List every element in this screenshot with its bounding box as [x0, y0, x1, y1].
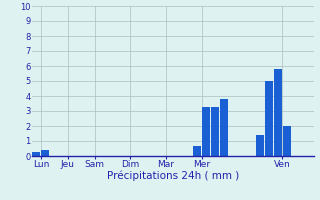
Bar — [220, 99, 228, 156]
Bar — [256, 135, 264, 156]
Bar — [32, 152, 41, 156]
Bar — [265, 81, 273, 156]
Bar — [274, 69, 282, 156]
Bar — [283, 126, 291, 156]
Bar — [41, 150, 49, 156]
X-axis label: Précipitations 24h ( mm ): Précipitations 24h ( mm ) — [107, 171, 239, 181]
Bar — [202, 106, 210, 156]
Bar — [193, 146, 201, 156]
Bar — [211, 106, 219, 156]
